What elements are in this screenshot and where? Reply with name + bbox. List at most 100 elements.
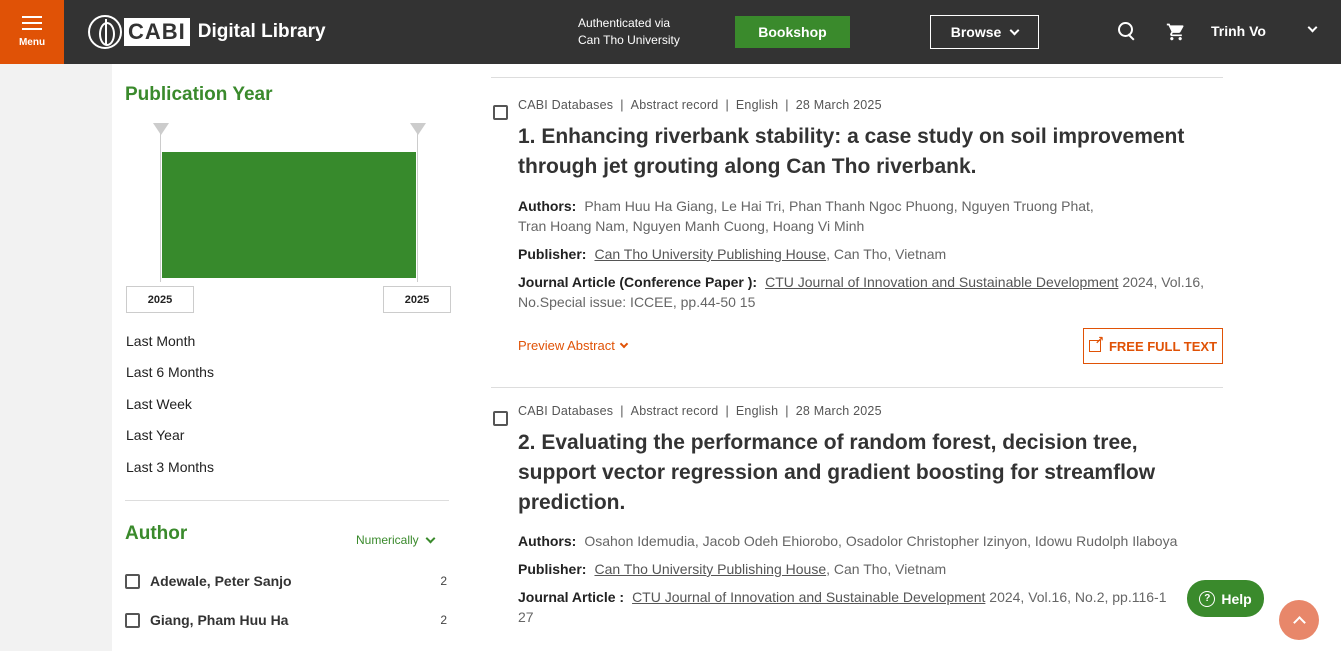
help-button[interactable]: ? Help bbox=[1187, 580, 1264, 617]
result-publisher: Publisher: Can Tho University Publishing … bbox=[518, 244, 1228, 264]
user-menu-chevron-icon[interactable] bbox=[1307, 22, 1318, 33]
publisher-link[interactable]: Can Tho University Publishing House bbox=[594, 246, 827, 262]
logo-cabi-text: CABI bbox=[124, 18, 190, 46]
result-type: Abstract record bbox=[630, 98, 719, 112]
cabi-logo[interactable]: CABI Digital Library bbox=[88, 15, 326, 49]
year-slider-handle-left[interactable] bbox=[153, 123, 169, 135]
preview-abstract-toggle[interactable]: Preview Abstract bbox=[518, 338, 629, 353]
authors-line-1: Pham Huu Ha Giang, Le Hai Tri, Phan Than… bbox=[584, 198, 1094, 214]
date-link-last-month[interactable]: Last Month bbox=[126, 333, 196, 349]
authors-line-1: Osahon Idemudia, Jacob Odeh Ehiorobo, Os… bbox=[584, 533, 1178, 549]
authors-line-2: Tran Hoang Nam, Nguyen Manh Cuong, Hoang… bbox=[518, 218, 865, 234]
result-select-checkbox[interactable] bbox=[493, 105, 508, 120]
chevron-down-icon bbox=[425, 533, 436, 543]
author-filter-row[interactable]: Adewale, Peter Sanjo 2 bbox=[125, 573, 447, 589]
external-link-icon bbox=[1088, 334, 1104, 352]
publisher-label: Publisher: bbox=[518, 561, 587, 577]
author-sort-dropdown[interactable]: Numerically bbox=[356, 533, 436, 547]
back-to-top-button[interactable] bbox=[1279, 600, 1319, 640]
result-type: Abstract record bbox=[630, 404, 719, 418]
authors-label: Authors: bbox=[518, 198, 577, 214]
free-full-text-label: FREE FULL TEXT bbox=[1108, 338, 1218, 354]
author-filter-row[interactable]: Giang, Pham Huu Ha 2 bbox=[125, 612, 447, 628]
facet-divider bbox=[125, 500, 449, 501]
date-link-last-year[interactable]: Last Year bbox=[126, 427, 185, 443]
result-date: 28 March 2025 bbox=[795, 404, 882, 418]
user-name[interactable]: Trinh Vo bbox=[1211, 23, 1266, 39]
result-date: 28 March 2025 bbox=[795, 98, 882, 112]
result-title-line: 2. Evaluating the performance of random … bbox=[518, 431, 1138, 454]
result-journal: Journal Article (Conference Paper ): CTU … bbox=[518, 272, 1228, 312]
menu-label: Menu bbox=[18, 37, 46, 48]
result-meta: CABI Databases | Abstract record | English | 2… bbox=[518, 98, 882, 112]
year-histogram-bar bbox=[162, 152, 416, 278]
journal-detail-2: 27 bbox=[518, 609, 534, 625]
author-name: Adewale, Peter Sanjo bbox=[150, 573, 292, 589]
author-facet-title: Author bbox=[125, 523, 188, 544]
result-language: English bbox=[735, 98, 779, 112]
browse-button[interactable]: Browse bbox=[930, 15, 1039, 49]
result-authors: Authors: Pham Huu Ha Giang, Le Hai Tri, P… bbox=[518, 196, 1228, 236]
cart-icon[interactable] bbox=[1166, 22, 1186, 42]
authentication-info: Authenticated via Can Tho University bbox=[578, 15, 680, 49]
result-title-line: prediction. bbox=[518, 491, 626, 514]
journal-detail: 2024, Vol.16, No.2, pp.116-1 bbox=[989, 589, 1167, 605]
publisher-link[interactable]: Can Tho University Publishing House bbox=[594, 561, 827, 577]
result-divider bbox=[491, 387, 1223, 388]
author-sort-label: Numerically bbox=[356, 533, 419, 547]
auth-line-1: Authenticated via bbox=[578, 16, 671, 30]
slider-track-right bbox=[417, 132, 418, 282]
publication-year-title: Publication Year bbox=[125, 84, 273, 105]
journal-link[interactable]: CTU Journal of Innovation and Sustainabl… bbox=[765, 274, 1119, 290]
result-title-line: support vector regression and gradient b… bbox=[518, 461, 1156, 484]
date-link-last-6-months[interactable]: Last 6 Months bbox=[126, 364, 214, 380]
chevron-up-icon bbox=[1292, 616, 1306, 629]
cabi-logo-mark-icon bbox=[88, 15, 122, 49]
author-checkbox[interactable] bbox=[125, 573, 140, 589]
filter-sidebar: Publication Year 2025 2025 Last Month La… bbox=[112, 64, 462, 651]
logo-product-text: Digital Library bbox=[197, 21, 326, 42]
slider-track-left bbox=[160, 132, 161, 282]
author-count: 2 bbox=[440, 574, 447, 588]
journal-label: Journal Article (Conference Paper ): bbox=[518, 274, 758, 290]
search-icon[interactable] bbox=[1118, 22, 1138, 42]
result-source: CABI Databases bbox=[518, 98, 614, 112]
journal-link[interactable]: CTU Journal of Innovation and Sustainabl… bbox=[632, 589, 986, 605]
author-name: Giang, Pham Huu Ha bbox=[150, 612, 289, 628]
author-count: 2 bbox=[440, 613, 447, 627]
year-slider-handle-right[interactable] bbox=[410, 123, 426, 135]
year-to-input[interactable]: 2025 bbox=[383, 286, 451, 313]
hamburger-icon bbox=[22, 16, 42, 30]
chevron-down-icon bbox=[1009, 25, 1020, 35]
preview-abstract-label: Preview Abstract bbox=[518, 338, 615, 353]
year-from-input[interactable]: 2025 bbox=[126, 286, 194, 313]
result-divider bbox=[491, 77, 1223, 78]
help-label: Help bbox=[1221, 590, 1252, 607]
auth-line-2: Can Tho University bbox=[578, 33, 680, 47]
result-journal: Journal Article : CTU Journal of Innovati… bbox=[518, 587, 1228, 627]
result-authors: Authors: Osahon Idemudia, Jacob Odeh Ehio… bbox=[518, 531, 1228, 551]
bookshop-button[interactable]: Bookshop bbox=[735, 16, 850, 48]
date-link-last-3-months[interactable]: Last 3 Months bbox=[126, 459, 214, 475]
chevron-down-icon bbox=[619, 339, 629, 348]
result-title-line: 1. Enhancing riverbank stability: a case… bbox=[518, 125, 1185, 148]
journal-label: Journal Article : bbox=[518, 589, 625, 605]
browse-label: Browse bbox=[950, 24, 1002, 40]
result-language: English bbox=[735, 404, 779, 418]
top-bar: Menu CABI Digital Library Authenticated … bbox=[0, 0, 1341, 64]
result-title[interactable]: 1. Enhancing riverbank stability: a case… bbox=[518, 122, 1218, 182]
result-title-line: through jet grouting along Can Tho river… bbox=[518, 155, 977, 178]
result-select-checkbox[interactable] bbox=[493, 411, 508, 426]
help-icon: ? bbox=[1199, 590, 1216, 607]
publisher-location: , Can Tho, Vietnam bbox=[826, 246, 947, 262]
result-meta: CABI Databases | Abstract record | English | 2… bbox=[518, 404, 882, 418]
authors-label: Authors: bbox=[518, 533, 577, 549]
free-full-text-button[interactable]: FREE FULL TEXT bbox=[1083, 328, 1223, 364]
result-source: CABI Databases bbox=[518, 404, 614, 418]
author-checkbox[interactable] bbox=[125, 612, 140, 628]
date-link-last-week[interactable]: Last Week bbox=[126, 396, 192, 412]
publisher-location: , Can Tho, Vietnam bbox=[826, 561, 947, 577]
result-publisher: Publisher: Can Tho University Publishing … bbox=[518, 559, 1228, 579]
result-title[interactable]: 2. Evaluating the performance of random … bbox=[518, 428, 1218, 518]
menu-button[interactable]: Menu bbox=[0, 0, 64, 64]
